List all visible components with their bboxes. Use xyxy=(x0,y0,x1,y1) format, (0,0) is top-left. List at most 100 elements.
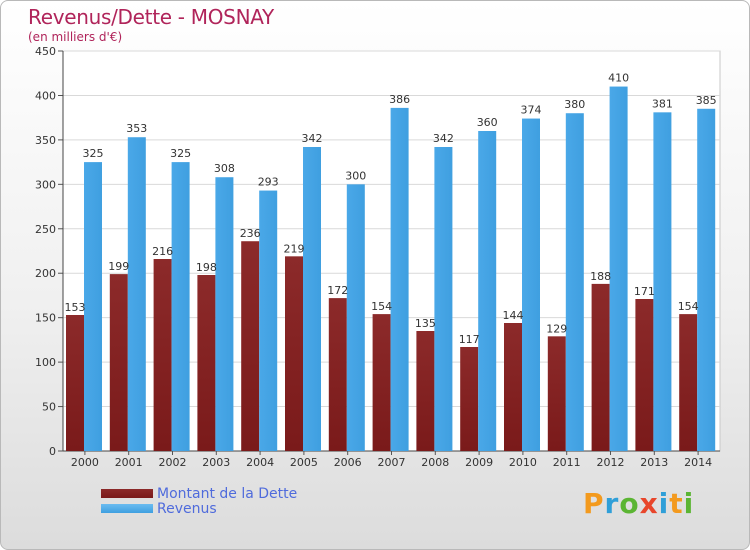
y-tick-label: 450 xyxy=(35,45,56,58)
x-tick-label: 2010 xyxy=(509,456,537,469)
x-tick-label: 2000 xyxy=(71,456,99,469)
y-tick-label: 400 xyxy=(35,89,56,102)
bar-revenus xyxy=(697,108,716,452)
data-label-dette: 199 xyxy=(108,260,129,273)
chart-title: Revenus/Dette - MOSNAY xyxy=(28,5,274,29)
data-label-revenus: 386 xyxy=(389,93,410,106)
x-tick-label: 2003 xyxy=(202,456,230,469)
y-tick-label: 100 xyxy=(35,356,56,369)
bar-dette xyxy=(241,241,260,451)
proxiti-logo: Proxiti xyxy=(583,487,694,520)
bar-revenus xyxy=(434,147,453,451)
bar-revenus xyxy=(171,162,190,451)
data-label-dette: 154 xyxy=(678,300,699,313)
legend: Montant de la Dette Revenus xyxy=(101,485,298,517)
bar-revenus xyxy=(303,147,321,451)
bar-revenus xyxy=(215,177,234,451)
data-label-revenus: 381 xyxy=(652,97,673,110)
logo-letter: P xyxy=(583,487,605,520)
bar-revenus xyxy=(609,86,628,452)
data-label-revenus: 385 xyxy=(696,94,717,107)
logo-letter: i xyxy=(658,487,670,520)
bar-revenus xyxy=(565,113,584,451)
data-label-dette: 216 xyxy=(152,245,173,258)
x-tick-label: 2005 xyxy=(290,456,318,469)
bar-dette xyxy=(504,323,522,451)
legend-swatch-dette xyxy=(101,489,153,498)
data-label-revenus: 300 xyxy=(345,169,366,182)
data-label-revenus: 342 xyxy=(302,132,323,145)
legend-label-dette: Montant de la Dette xyxy=(157,485,298,502)
y-tick-label: 150 xyxy=(35,312,56,325)
y-tick-label: 50 xyxy=(42,401,56,414)
y-tick-label: 350 xyxy=(35,134,56,147)
data-label-revenus: 325 xyxy=(83,147,104,160)
bar-dette xyxy=(679,314,698,451)
data-label-revenus: 374 xyxy=(521,104,542,117)
bar-dette xyxy=(547,336,566,451)
chart-subtitle: (en milliers d'€) xyxy=(28,30,123,44)
data-label-dette: 135 xyxy=(415,317,436,330)
x-tick-label: 2012 xyxy=(597,456,625,469)
bar-dette xyxy=(635,299,654,451)
data-label-dette: 236 xyxy=(240,227,261,240)
data-label-dette: 144 xyxy=(503,309,524,322)
bar-revenus xyxy=(522,118,540,452)
x-tick-label: 2001 xyxy=(115,456,143,469)
data-label-revenus: 360 xyxy=(477,116,498,129)
bar-dette xyxy=(66,315,84,451)
bar-revenus xyxy=(346,184,365,452)
logo-letter: x xyxy=(639,487,659,520)
y-tick-label: 300 xyxy=(35,178,56,191)
bar-dette xyxy=(416,331,435,451)
data-label-dette: 219 xyxy=(284,242,305,255)
x-tick-label: 2002 xyxy=(159,456,187,469)
bar-revenus xyxy=(653,112,672,451)
data-label-dette: 198 xyxy=(196,261,217,274)
data-label-dette: 129 xyxy=(546,322,567,335)
logo-letter: t xyxy=(669,487,684,520)
bar-dette xyxy=(591,283,610,451)
bar-dette xyxy=(328,298,347,451)
data-label-dette: 188 xyxy=(590,270,611,283)
data-label-revenus: 293 xyxy=(258,176,279,189)
x-tick-label: 2007 xyxy=(378,456,406,469)
data-label-dette: 171 xyxy=(634,285,655,298)
legend-swatch-revenus xyxy=(101,504,153,513)
bar-dette xyxy=(153,259,172,451)
data-label-revenus: 410 xyxy=(608,72,629,85)
y-tick-label: 250 xyxy=(35,223,56,236)
x-tick-label: 2008 xyxy=(421,456,449,469)
bar-revenus xyxy=(84,162,102,451)
bar-revenus xyxy=(390,107,409,451)
bar-dette xyxy=(285,256,303,451)
legend-item-dette: Montant de la Dette xyxy=(101,485,298,502)
x-tick-label: 2011 xyxy=(553,456,581,469)
bar-dette xyxy=(197,275,216,451)
bar-dette xyxy=(372,314,391,451)
x-tick-label: 2004 xyxy=(246,456,274,469)
data-label-dette: 153 xyxy=(65,301,86,314)
x-tick-label: 2006 xyxy=(334,456,362,469)
logo-letter: r xyxy=(604,487,620,520)
logo-letter: i xyxy=(683,487,695,520)
x-tick-label: 2013 xyxy=(640,456,668,469)
y-tick-label: 0 xyxy=(49,445,56,458)
x-tick-label: 2014 xyxy=(684,456,712,469)
logo-letter: o xyxy=(619,487,640,520)
bar-revenus xyxy=(259,190,278,452)
bar-revenus xyxy=(478,131,497,451)
data-label-dette: 154 xyxy=(371,300,392,313)
data-label-revenus: 353 xyxy=(126,122,147,135)
data-label-dette: 172 xyxy=(327,284,348,297)
bar-dette xyxy=(460,347,479,451)
data-label-dette: 117 xyxy=(459,333,480,346)
data-label-revenus: 308 xyxy=(214,162,235,175)
legend-label-revenus: Revenus xyxy=(157,500,217,517)
data-label-revenus: 380 xyxy=(564,98,585,111)
bar-revenus xyxy=(127,137,146,451)
y-tick-label: 200 xyxy=(35,267,56,280)
bar-dette xyxy=(109,274,128,451)
